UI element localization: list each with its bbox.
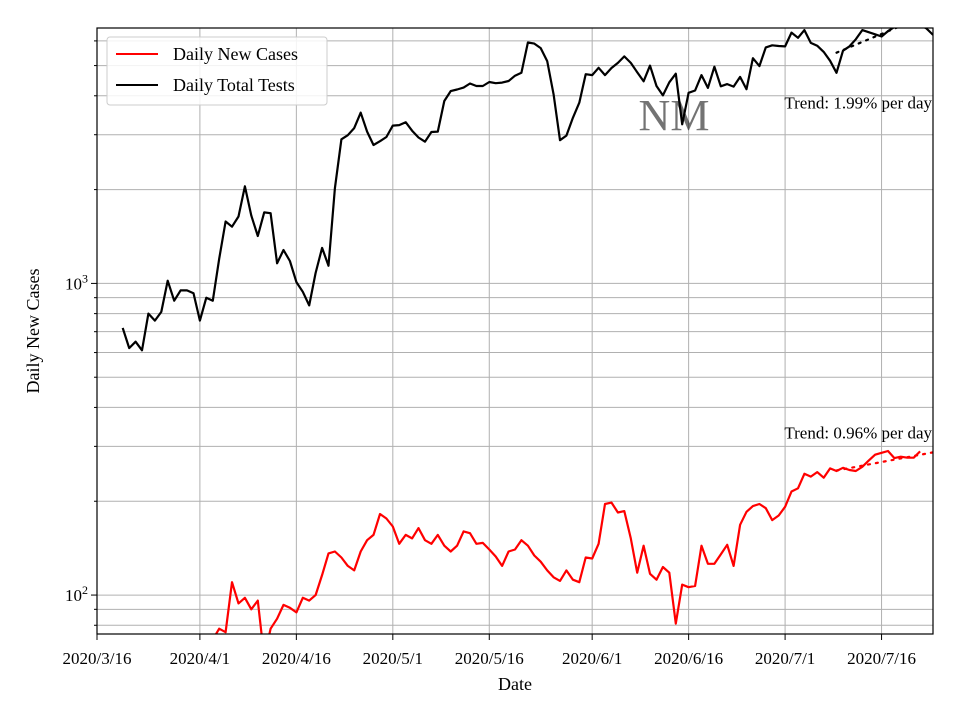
plot-frame <box>96 27 934 635</box>
legend-label-daily-new-cases: Daily New Cases <box>173 44 298 64</box>
y-axis: 102 103 <box>65 40 97 626</box>
x-tick-label: 2020/4/1 <box>170 649 230 668</box>
x-tick-label: 2020/3/16 <box>63 649 132 668</box>
series-line-daily-new-cases <box>214 449 921 634</box>
legend-box <box>106 36 328 106</box>
x-axis: 2020/3/16 2020/4/1 2020/4/16 2020/5/1 2020/5… <box>63 634 916 668</box>
series-line-daily-total-tests <box>121 28 933 352</box>
y-tick-label: 103 <box>65 271 88 293</box>
x-tick-label: 2020/5/16 <box>455 649 524 668</box>
x-axis-label: Date <box>498 674 532 694</box>
x-tick-label: 2020/6/1 <box>562 649 622 668</box>
trend-label-daily-total-tests: Trend: 1.99% per day <box>784 94 932 113</box>
trend-label-daily-new-cases: Trend: 0.96% per day <box>784 423 932 442</box>
x-tick-label: 2020/5/1 <box>363 649 423 668</box>
x-tick-label: 2020/7/16 <box>847 649 916 668</box>
plot-area <box>97 28 933 634</box>
grid <box>96 28 933 634</box>
x-tick-label: 2020/7/1 <box>755 649 815 668</box>
trend-line-daily-total-tests <box>835 28 899 54</box>
watermark: NM <box>639 91 710 140</box>
legend-label-daily-total-tests: Daily Total Tests <box>173 75 295 95</box>
x-tick-label: 2020/6/16 <box>654 649 723 668</box>
legend: Daily New Cases Daily Total Tests <box>106 36 328 106</box>
y-axis-label: Daily New Cases <box>23 269 43 394</box>
trend-line-daily-new-cases <box>835 451 933 472</box>
x-tick-label: 2020/4/16 <box>262 649 331 668</box>
y-tick-label: 102 <box>65 583 88 605</box>
